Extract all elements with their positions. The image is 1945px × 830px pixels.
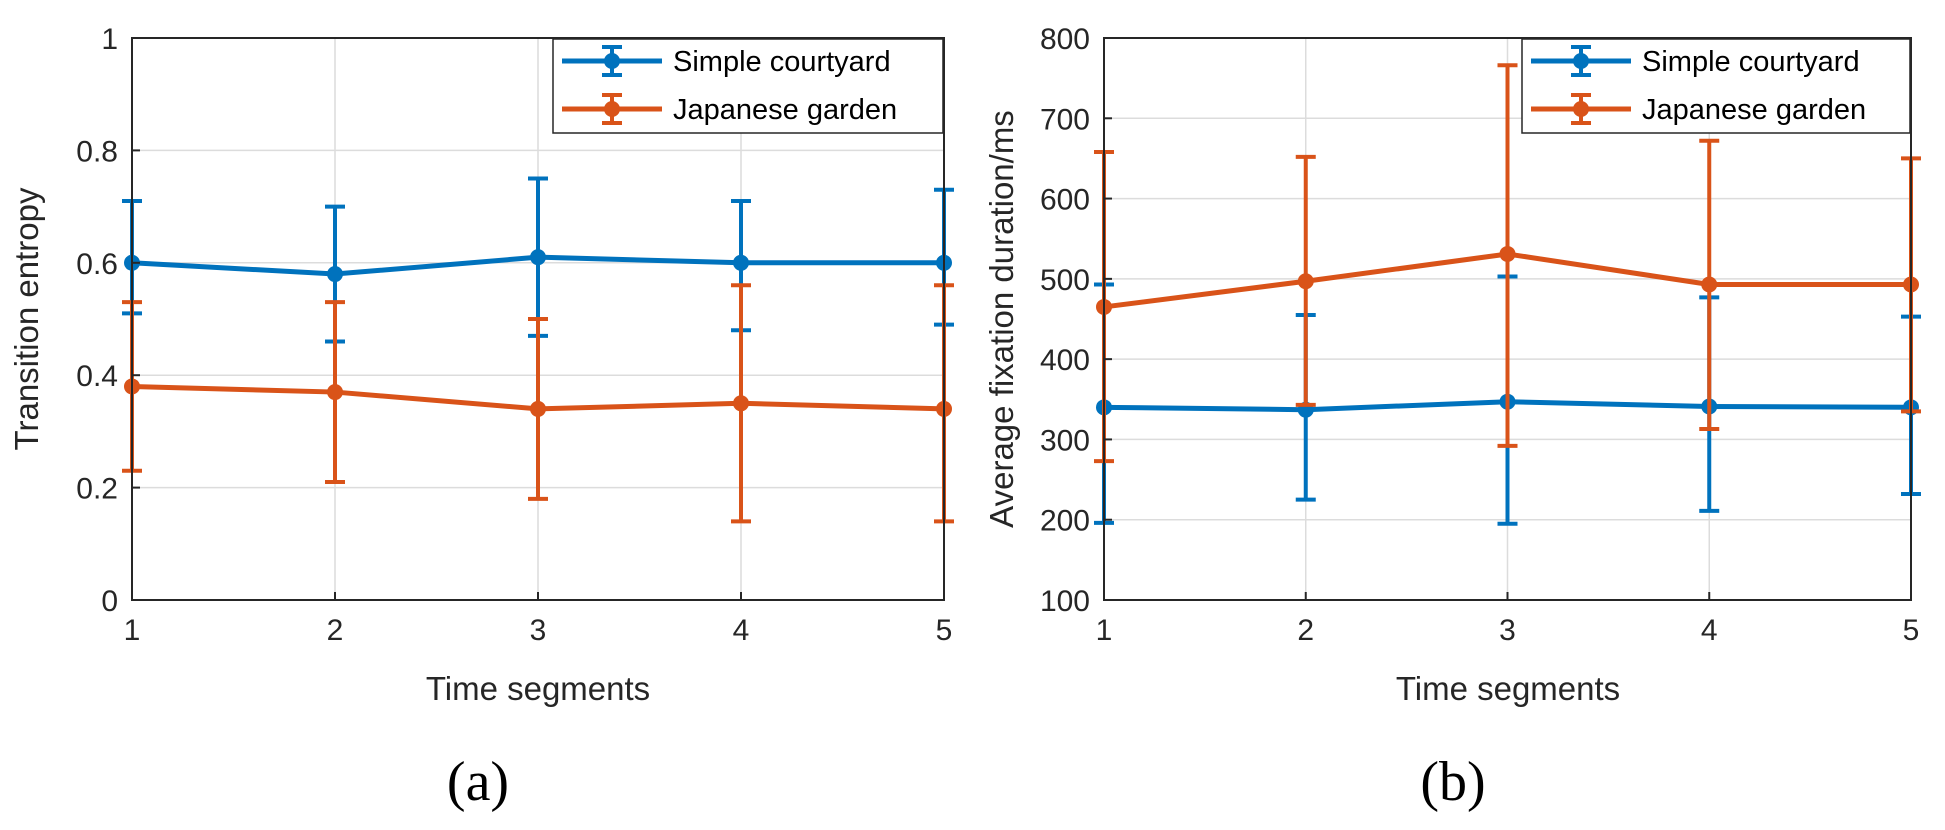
panel-a-legend-label-0: Simple courtyard (673, 46, 891, 78)
panel-a-series (122, 176, 954, 524)
panel-b-ytick-label-3: 400 (1040, 344, 1090, 377)
panel-b: 1 2 3 4 5 100 200 300 400 500 600 700 800 Simple cou… (983, 23, 1921, 813)
panel-a-legend-box (552, 38, 944, 134)
panel-b-ytick-label-0: 100 (1040, 585, 1090, 618)
panel-a-series-1-point-1 (327, 384, 343, 401)
panel-a-legend-marker-0 (562, 45, 662, 77)
panel-b-ytick-label-4: 500 (1040, 264, 1090, 297)
panel-b-ticks: 1 2 3 4 5 100 200 300 400 500 600 700 800 (1040, 23, 1919, 647)
panel-b-caption: (b) (1420, 751, 1485, 813)
panel-b-ytick-label-5: 600 (1040, 184, 1090, 217)
panel-b-ytick-label-6: 700 (1040, 103, 1090, 136)
panel-b-series-1-point-3 (1701, 276, 1718, 293)
panel-a-series-1-point-2 (530, 400, 546, 417)
panel-b-legend-marker-1 (1531, 93, 1631, 125)
panel-b-legend-box (1521, 38, 1911, 134)
panel-a-series-0-point-1 (327, 266, 343, 283)
panel-b-xtick-label-1: 2 (1297, 614, 1314, 647)
panel-a-series-0-point-2 (530, 249, 546, 266)
panel-b-xtick-label-4: 5 (1903, 614, 1920, 647)
panel-b-ytick-label-1: 200 (1040, 505, 1090, 538)
panel-b-series-1-point-2 (1499, 245, 1516, 262)
panel-a: 1 2 3 4 5 0 0.2 0.4 0.6 0.8 1 Simple courtyard (8, 23, 954, 813)
panel-a-xtick-label-2: 3 (530, 614, 547, 647)
panel-a-xtick-label-4: 5 (936, 614, 953, 647)
panel-a-ytick-label-0: 0 (101, 585, 118, 618)
panel-b-ytick-label-2: 300 (1040, 424, 1090, 457)
panel-a-ticks: 1 2 3 4 5 0 0.2 0.4 0.6 0.8 1 (76, 23, 952, 647)
panel-a-ylabel: Transition entropy (8, 187, 45, 450)
panel-b-ytick-label-7: 800 (1040, 23, 1090, 56)
panel-b-xtick-label-2: 3 (1499, 614, 1516, 647)
panel-b-xtick-label-3: 4 (1701, 614, 1718, 647)
panel-a-legend-label-1: Japanese garden (673, 94, 897, 126)
panel-b-legend-label-1: Japanese garden (1642, 94, 1866, 126)
panel-a-ytick-label-4: 0.8 (76, 135, 118, 168)
panel-b-legend-label-0: Simple courtyard (1642, 46, 1860, 78)
panel-b-series (1094, 63, 1921, 526)
panel-a-xlabel: Time segments (426, 670, 650, 707)
panel-a-xtick-label-1: 2 (327, 614, 344, 647)
panel-a-ytick-label-3: 0.6 (76, 248, 118, 281)
panel-a-xtick-label-3: 4 (733, 614, 750, 647)
panel-a-series-1-point-3 (733, 395, 749, 412)
panel-a-ytick-label-1: 0.2 (76, 473, 118, 506)
panel-a-legend-marker-1 (562, 93, 662, 125)
panel-b-xtick-label-0: 1 (1096, 614, 1113, 647)
panel-a-ytick-label-5: 1 (101, 23, 118, 56)
panel-b-series-1-point-1 (1297, 273, 1314, 290)
panel-a-ytick-label-2: 0.4 (76, 360, 118, 393)
panel-b-xlabel: Time segments (1396, 670, 1620, 707)
panel-a-legend: Simple courtyard Japanese garden (552, 38, 944, 134)
panel-b-legend-marker-0 (1531, 45, 1631, 77)
panel-a-caption: (a) (447, 751, 509, 813)
panel-b-series-1 (1094, 63, 1921, 464)
panel-b-legend: Simple courtyard Japanese garden (1521, 38, 1911, 134)
panel-a-series-0-point-3 (733, 254, 749, 271)
panel-a-xtick-label-0: 1 (124, 614, 141, 647)
panel-a-series-1 (122, 283, 954, 524)
panel-b-ylabel: Average fixation duration/ms (983, 110, 1020, 528)
